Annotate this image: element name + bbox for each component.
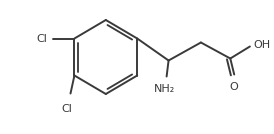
- Text: O: O: [230, 81, 239, 92]
- Text: OH: OH: [254, 40, 271, 49]
- Text: NH₂: NH₂: [154, 85, 175, 94]
- Text: Cl: Cl: [36, 34, 47, 44]
- Text: Cl: Cl: [61, 103, 72, 113]
